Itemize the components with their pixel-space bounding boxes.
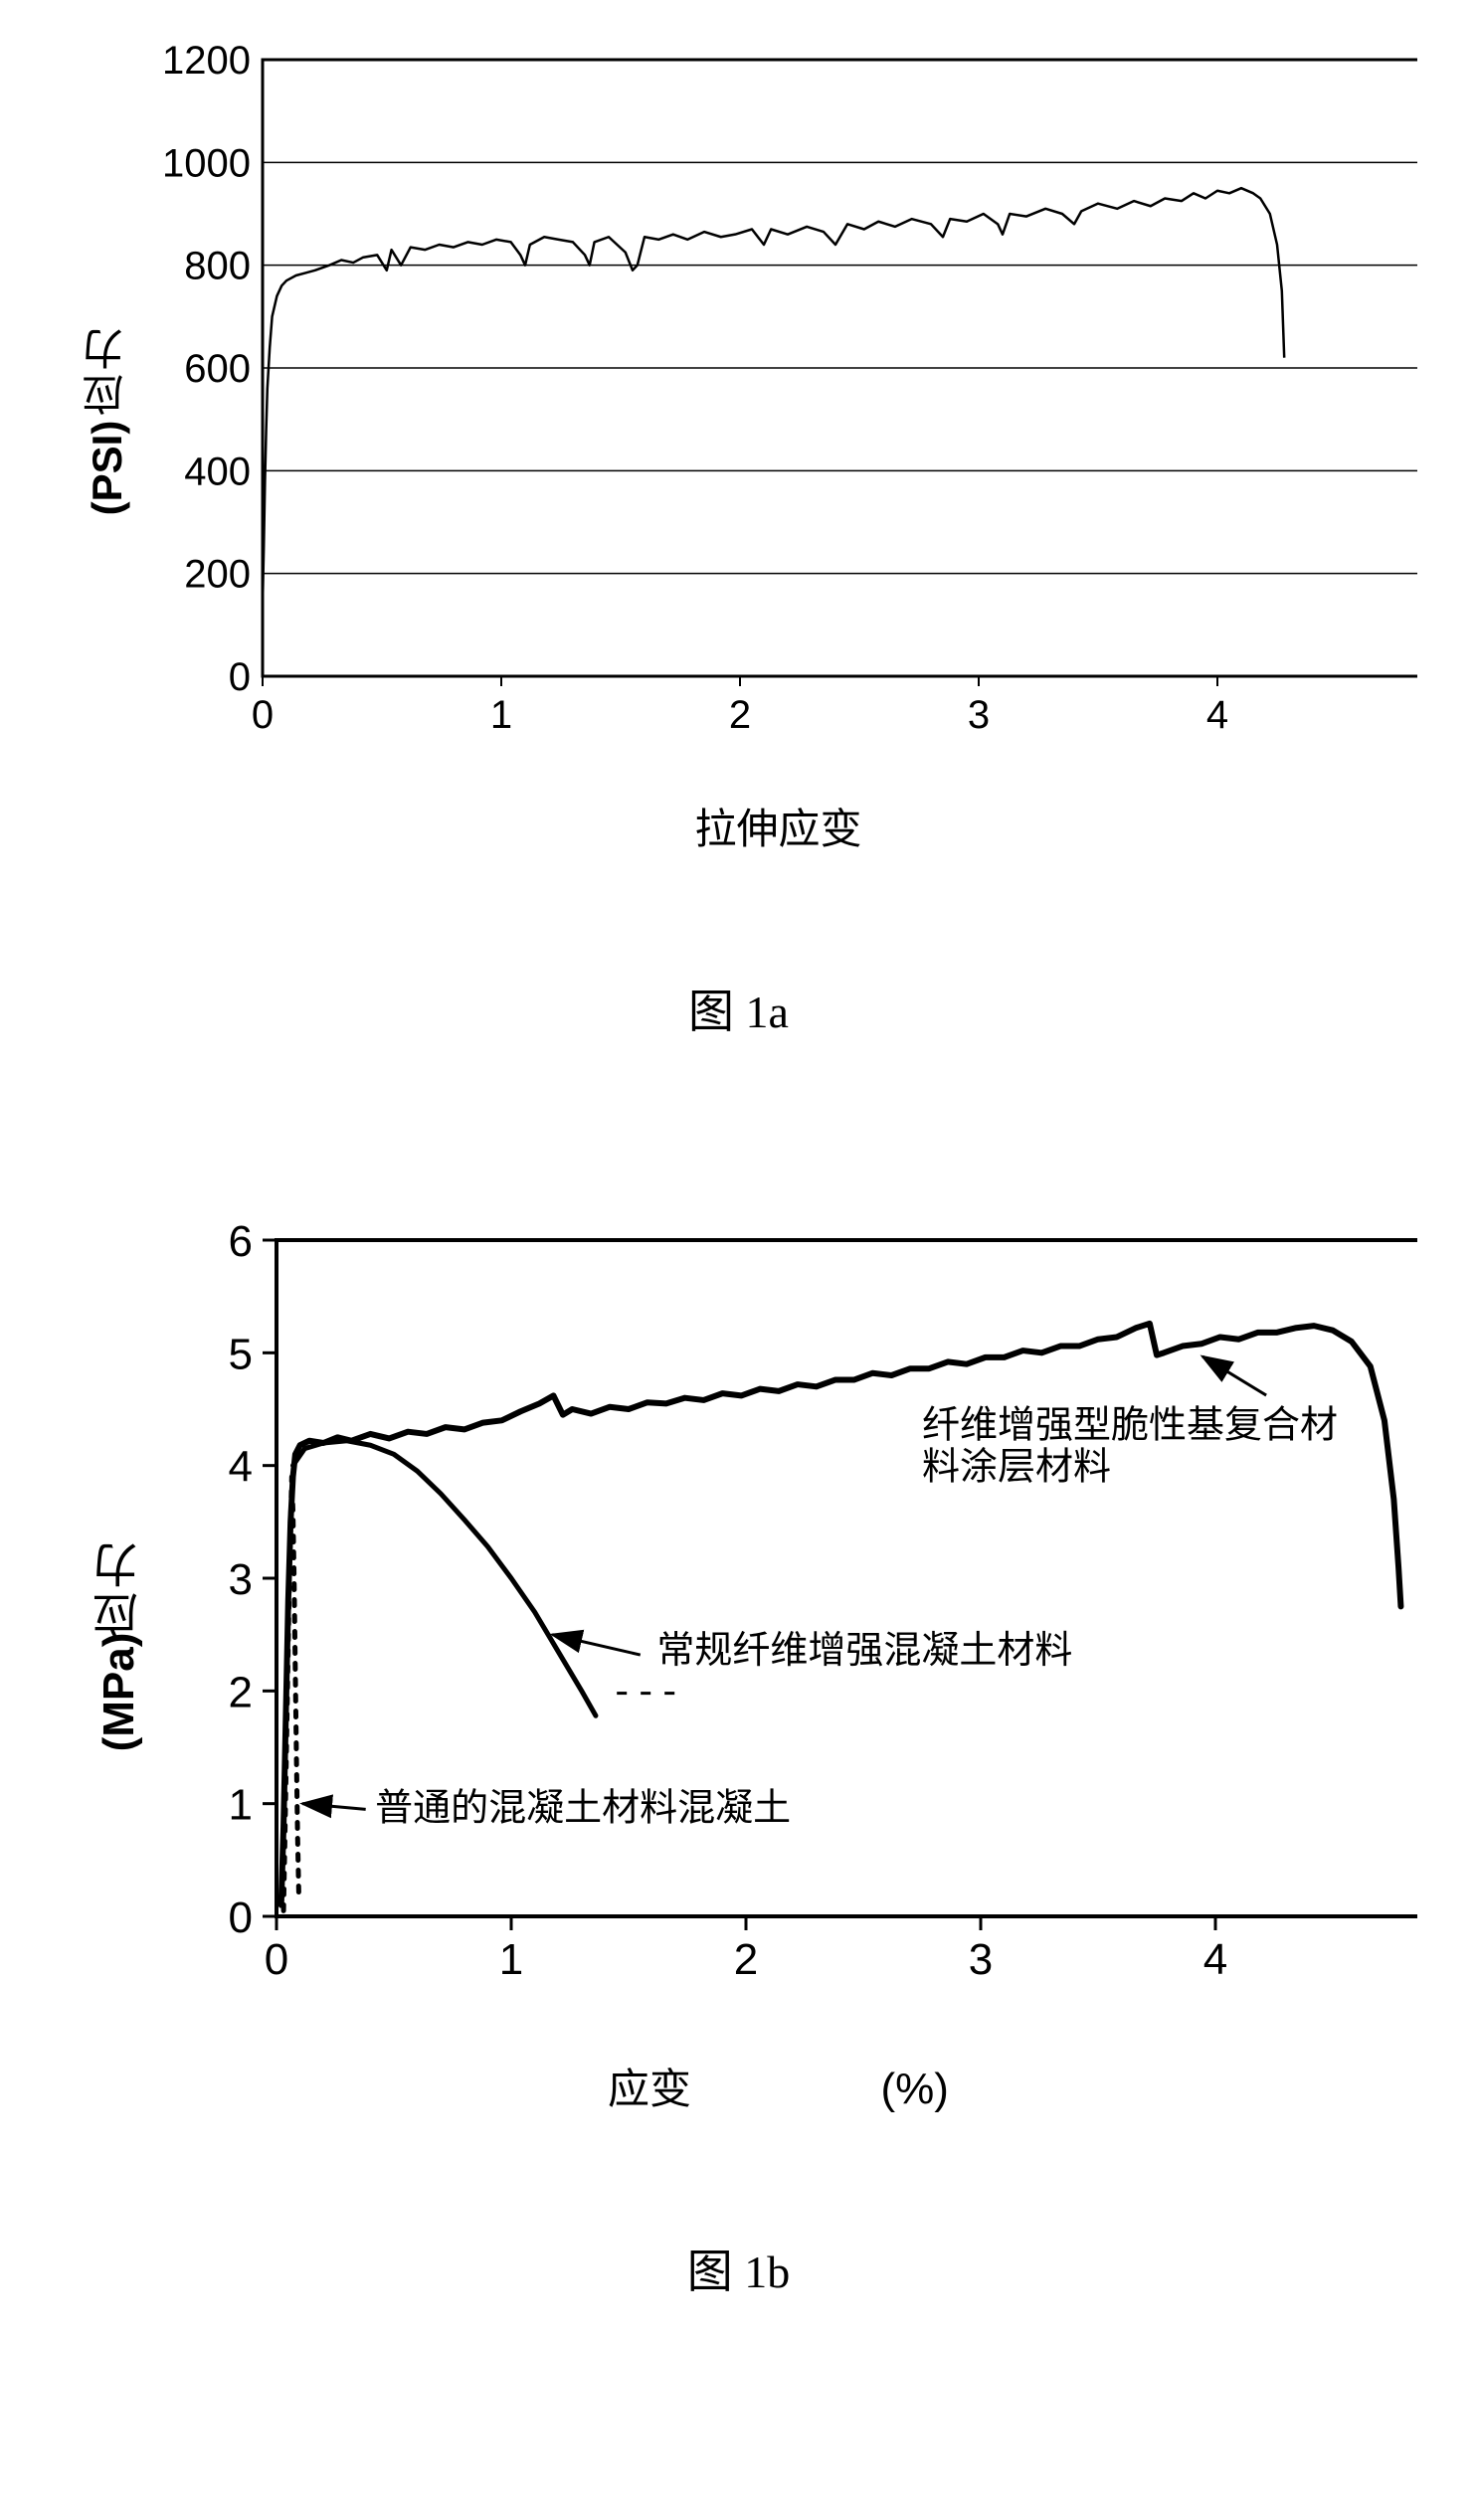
svg-text:5: 5 — [228, 1330, 252, 1378]
svg-text:4: 4 — [1203, 1935, 1227, 1984]
chart-1a-row: (PSI) 应力 020040060080010001200012345 — [60, 40, 1417, 776]
svg-text:0: 0 — [228, 1893, 252, 1942]
caption-1a: 图 1a — [60, 976, 1417, 1041]
x-axis-label-1b: 应变 (%) — [139, 2056, 1417, 2116]
svg-text:0: 0 — [265, 1935, 288, 1984]
svg-text:料涂层材料: 料涂层材料 — [922, 1446, 1111, 1488]
svg-text:1: 1 — [490, 693, 512, 737]
x-unit-1b: (%) — [881, 2065, 949, 2113]
y-cn-1b: 应力 — [93, 1538, 144, 1638]
svg-text:2: 2 — [734, 1935, 758, 1984]
svg-text:3: 3 — [968, 693, 990, 737]
y-axis-label-1a: (PSI) 应力 — [60, 324, 155, 492]
caption-1b: 图 1b — [60, 2236, 1417, 2301]
svg-text:400: 400 — [184, 450, 251, 493]
svg-text:0: 0 — [252, 693, 274, 737]
svg-text:2: 2 — [729, 693, 751, 737]
svg-text:1200: 1200 — [163, 40, 251, 83]
y-unit-1a: (PSI) — [84, 420, 131, 515]
svg-text:0: 0 — [228, 655, 250, 699]
svg-text:4: 4 — [1206, 693, 1228, 737]
svg-text:纤维增强型脆性基复合材: 纤维增强型脆性基复合材 — [922, 1404, 1338, 1446]
x-axis-label-1a: 拉伸应变 — [139, 796, 1417, 856]
svg-text:3: 3 — [969, 1935, 993, 1984]
svg-text:1: 1 — [228, 1781, 252, 1830]
svg-text:200: 200 — [184, 553, 251, 597]
figure-1b: (MPa) 应力 0123456012345纤维增强型脆性基复合材料涂层材料常规… — [60, 1220, 1417, 2301]
figure-1a: (PSI) 应力 020040060080010001200012345 拉伸应… — [60, 40, 1417, 1041]
svg-text:800: 800 — [184, 245, 251, 288]
chart-1a-svg: 020040060080010001200012345 — [163, 40, 1417, 776]
svg-text:4: 4 — [228, 1443, 252, 1492]
svg-text:1000: 1000 — [163, 141, 251, 185]
chart-1b-svg: 0123456012345纤维增强型脆性基复合材料涂层材料常规纤维增强混凝土材料… — [187, 1220, 1417, 2036]
svg-text:600: 600 — [184, 347, 251, 391]
svg-text:常规纤维增强混凝土材料: 常规纤维增强混凝土材料 — [656, 1630, 1072, 1672]
chart-1b-row: (MPa) 应力 0123456012345纤维增强型脆性基复合材料涂层材料常规… — [60, 1220, 1417, 2036]
y-unit-1b: (MPa) — [94, 1633, 144, 1752]
y-axis-label-1b: (MPa) 应力 — [60, 1538, 179, 1717]
y-cn-1a: 应力 — [85, 324, 130, 416]
svg-text:6: 6 — [228, 1220, 252, 1266]
svg-text:1: 1 — [499, 1935, 523, 1984]
svg-text:3: 3 — [228, 1555, 252, 1604]
x-cn-1b: 应变 — [608, 2068, 691, 2113]
svg-text:普通的混凝土材料混凝土: 普通的混凝土材料混凝土 — [375, 1788, 791, 1830]
svg-text:2: 2 — [228, 1668, 252, 1716]
